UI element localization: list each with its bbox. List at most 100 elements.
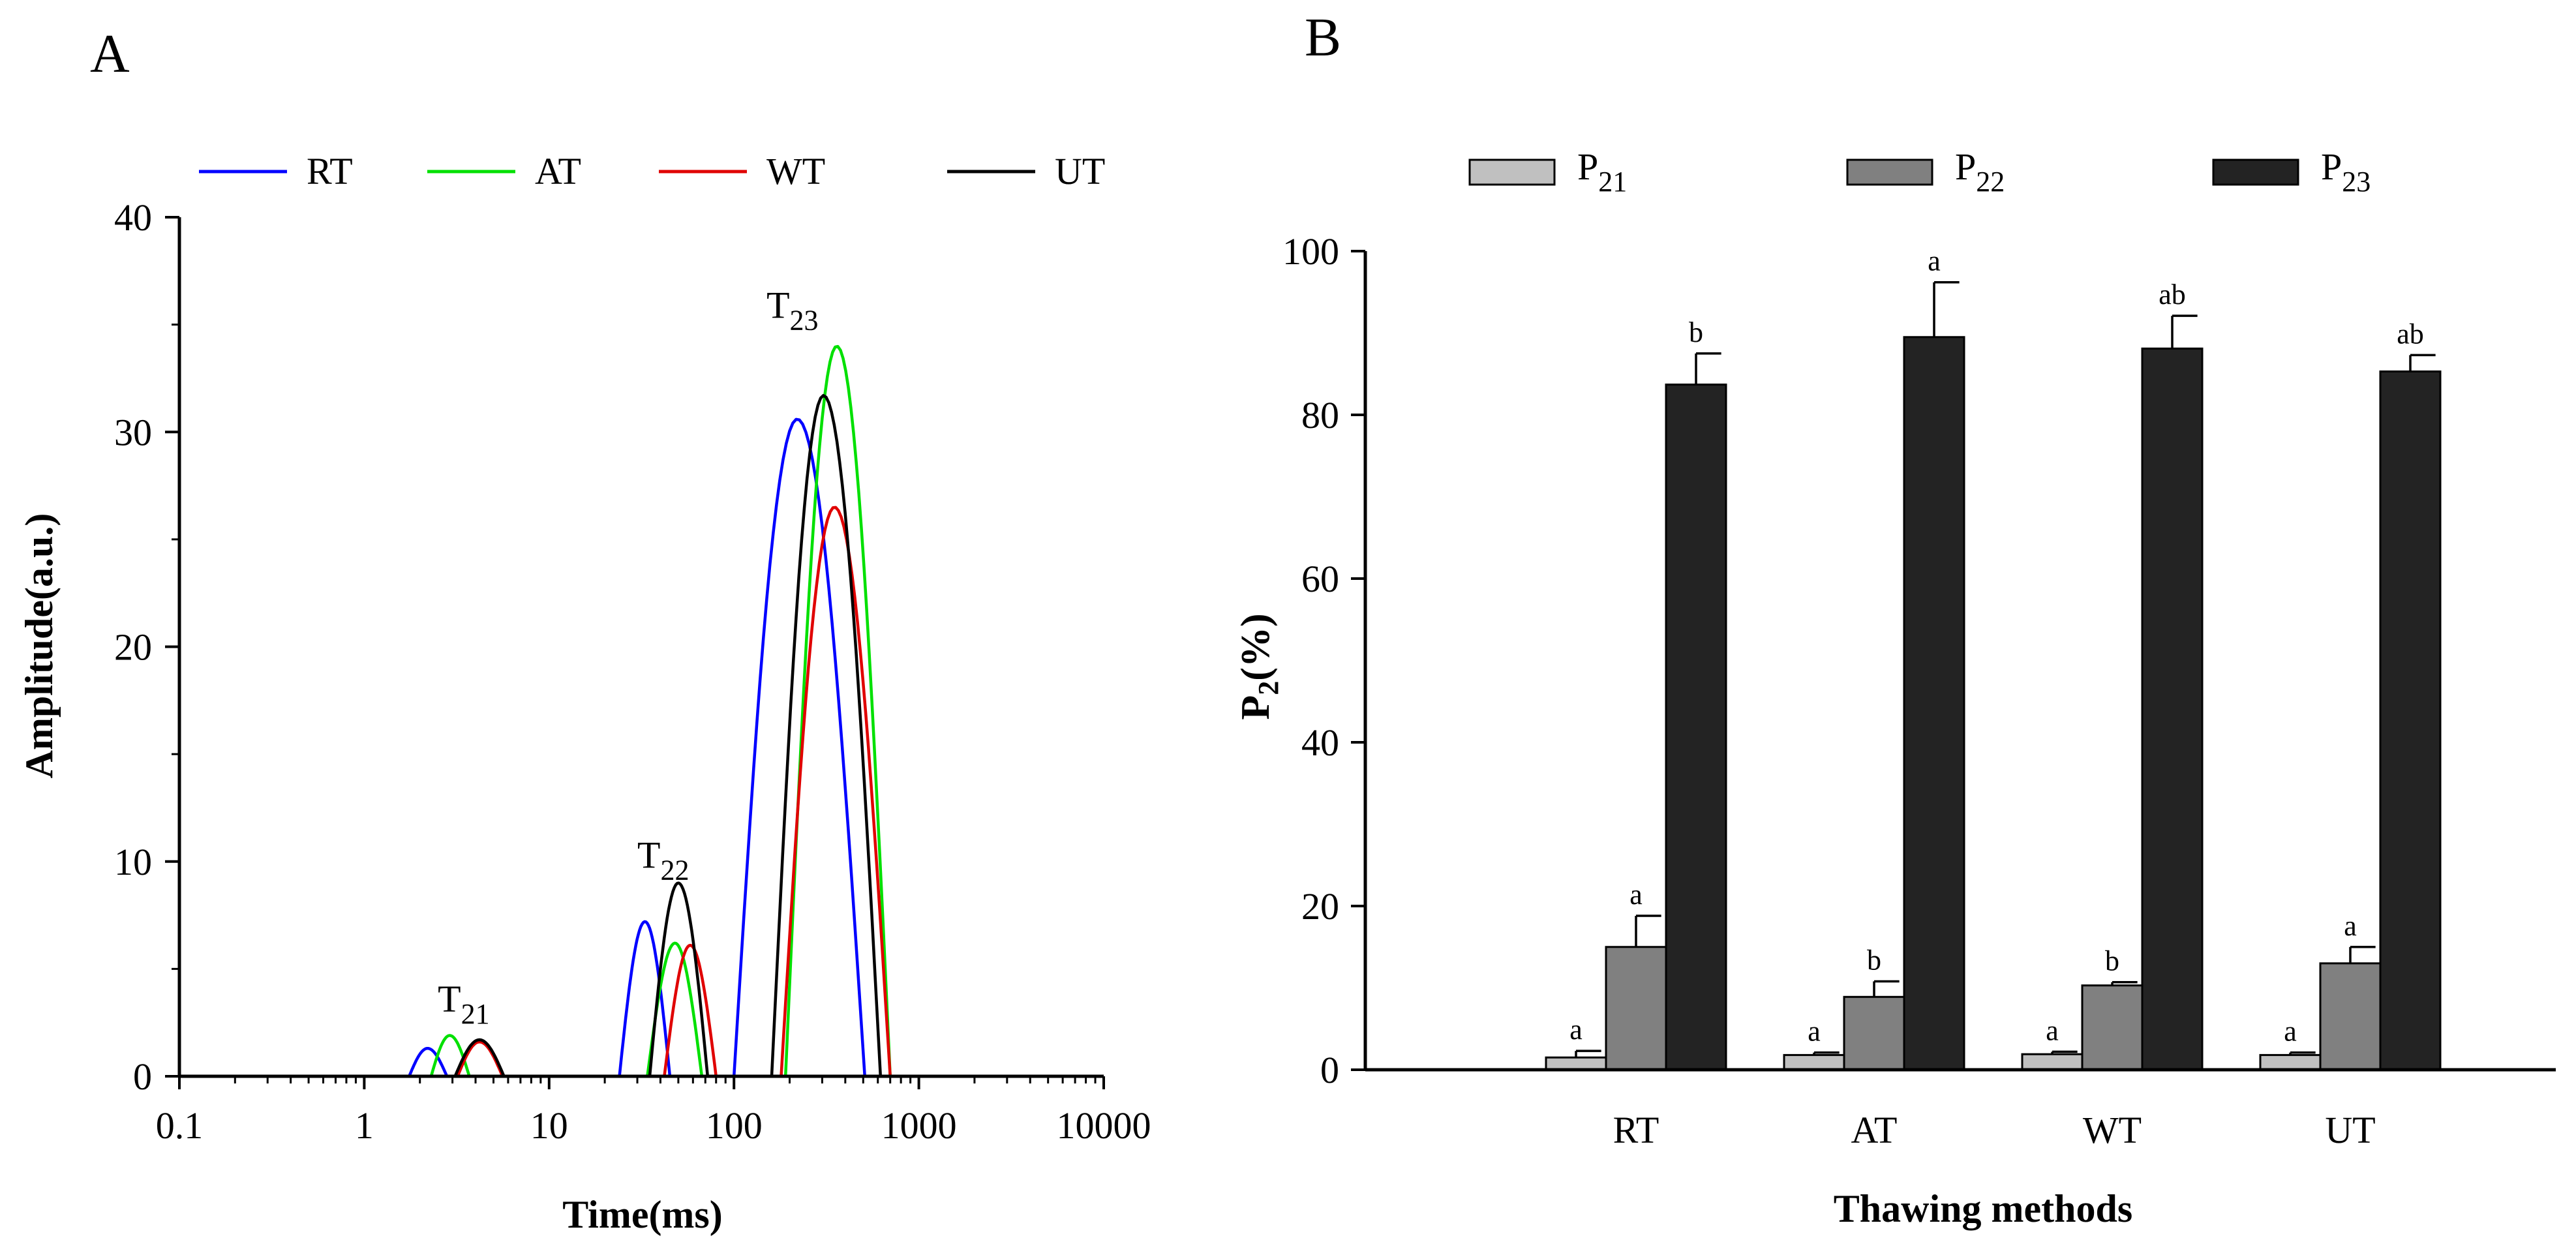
significance-letter: a [2344,910,2357,942]
significance-letter: b [2105,945,2119,977]
y-tick-label: 100 [1282,230,1339,273]
peak-label-sub: 22 [660,854,689,886]
legend-label: P21 [1577,145,1627,198]
bar-group-rt-p21: a [1545,1014,1607,1071]
x-tick-label: 10 [530,1104,568,1147]
significance-letter: a [1808,1016,1821,1048]
series-line-at [179,344,1104,1078]
significance-letter: b [1689,316,1703,348]
peak-label-t22: T22 [637,834,689,886]
x-tick-label-wt: WT [2083,1109,2142,1151]
x-tick-label-at: AT [1851,1109,1898,1151]
y-tick-label: 20 [1301,885,1339,928]
panel-a-legend: RT AT WT UT [199,150,1105,192]
legend-label-base: P [1955,145,1976,188]
bar-group-wt-p22: b [2081,945,2144,1071]
legend-label: WT [766,150,825,192]
x-tick-label: 0.1 [156,1104,204,1147]
panel-b-y-axis-title-suffix: (%) [1234,613,1278,680]
y-tick-label: 80 [1301,394,1339,436]
peak-label-t23: T23 [766,284,818,337]
legend-label: P22 [1955,145,2005,198]
legend-label: UT [1055,150,1105,192]
panel-b-legend: P21 P22 P23 [1468,145,2371,198]
legend-label: AT [535,150,581,192]
legend-label-base: P [2321,145,2342,188]
panel-a-y-axis-title: Amplitude(a.u.) [18,513,61,779]
bar [2081,984,2144,1071]
bar [2141,347,2204,1071]
x-tick-label: 1000 [881,1104,957,1147]
panel-a-x-axis-title: Time(ms) [562,1193,723,1236]
bar-group-ut-p23: ab [2379,318,2442,1071]
bar [2319,962,2382,1071]
bar [1665,384,1727,1071]
significance-letter: a [2046,1014,2059,1046]
panel-a-label: A [90,23,130,84]
panel-b-x-axis-title: Thawing methods [1834,1187,2132,1230]
legend-label-sub: 21 [1598,166,1627,198]
legend-item-wt: WT [659,150,825,192]
bar-group-wt-p21: a [2021,1014,2084,1071]
panel-b-ticks: 0 20 40 60 80 100 RT AT WT UT [1282,230,2376,1151]
bar [2379,370,2442,1071]
significance-letter: a [1629,879,1643,911]
x-tick-label: 1 [355,1104,374,1147]
bar [1843,995,1905,1071]
y-tick-label: 10 [114,841,152,883]
legend-swatch [2212,159,2299,186]
legend-item-ut: UT [947,150,1105,192]
x-tick-label: 100 [706,1104,763,1147]
panel-b-y-axis-title-base: P [1234,695,1278,720]
peak-label-sub: 21 [461,998,490,1030]
x-tick-label-ut: UT [2325,1109,2375,1151]
bar-group-ut-p22: a [2319,910,2382,1071]
bar-group-wt-p23: ab [2141,279,2204,1071]
x-tick-label-rt: RT [1613,1109,1659,1151]
y-tick-label: 20 [114,626,152,669]
peak-label-base: T [766,284,789,327]
legend-label-sub: 22 [1976,166,2005,198]
significance-letter: a [1928,245,1941,277]
legend-item-p21: P21 [1468,145,1627,198]
peak-label-base: T [438,978,461,1020]
bar [1783,1053,1845,1071]
legend-swatch [1468,159,1556,186]
legend-item-at: AT [427,150,581,192]
y-tick-label: 0 [133,1055,152,1098]
significance-letter: a [1569,1014,1583,1046]
peak-label-base: T [637,834,660,877]
bar [2021,1053,2084,1071]
legend-item-rt: RT [199,150,353,192]
panel-b-label: B [1305,7,1341,68]
panel-b-y-axis-title-sub: 2 [1252,681,1284,695]
legend-item-p23: P23 [2212,145,2371,198]
panel-b-axes [1363,251,2556,1072]
x-tick-label: 10000 [1057,1104,1151,1147]
legend-swatch [1846,159,1933,186]
bar-group-at-p23: a [1903,245,1965,1071]
significance-letter: a [2284,1016,2297,1048]
legend-label: P23 [2321,145,2371,198]
panel-b-y-axis-title: P2(%) [1234,613,1284,719]
legend-item-p22: P22 [1846,145,2005,198]
legend-label: RT [307,150,353,192]
series-line-wt [179,506,1104,1078]
legend-label-sub: 23 [2342,166,2371,198]
y-tick-label: 30 [114,411,152,453]
panel-a-series-lines [179,344,1104,1078]
significance-letter: ab [2397,318,2424,350]
panel-a: A RT AT WT UT 0.1 1 10 100 1000 10000 0 10 20 30 40 T… [18,23,1151,1236]
significance-letter: ab [2159,279,2186,310]
legend-label-base: P [1577,145,1598,188]
y-tick-label: 60 [1301,558,1339,600]
bar [1605,946,1667,1071]
y-tick-label: 40 [114,196,152,239]
peak-label-t21: T21 [438,978,489,1030]
bar [1903,336,1965,1071]
bar-group-at-p22: b [1843,944,1905,1071]
